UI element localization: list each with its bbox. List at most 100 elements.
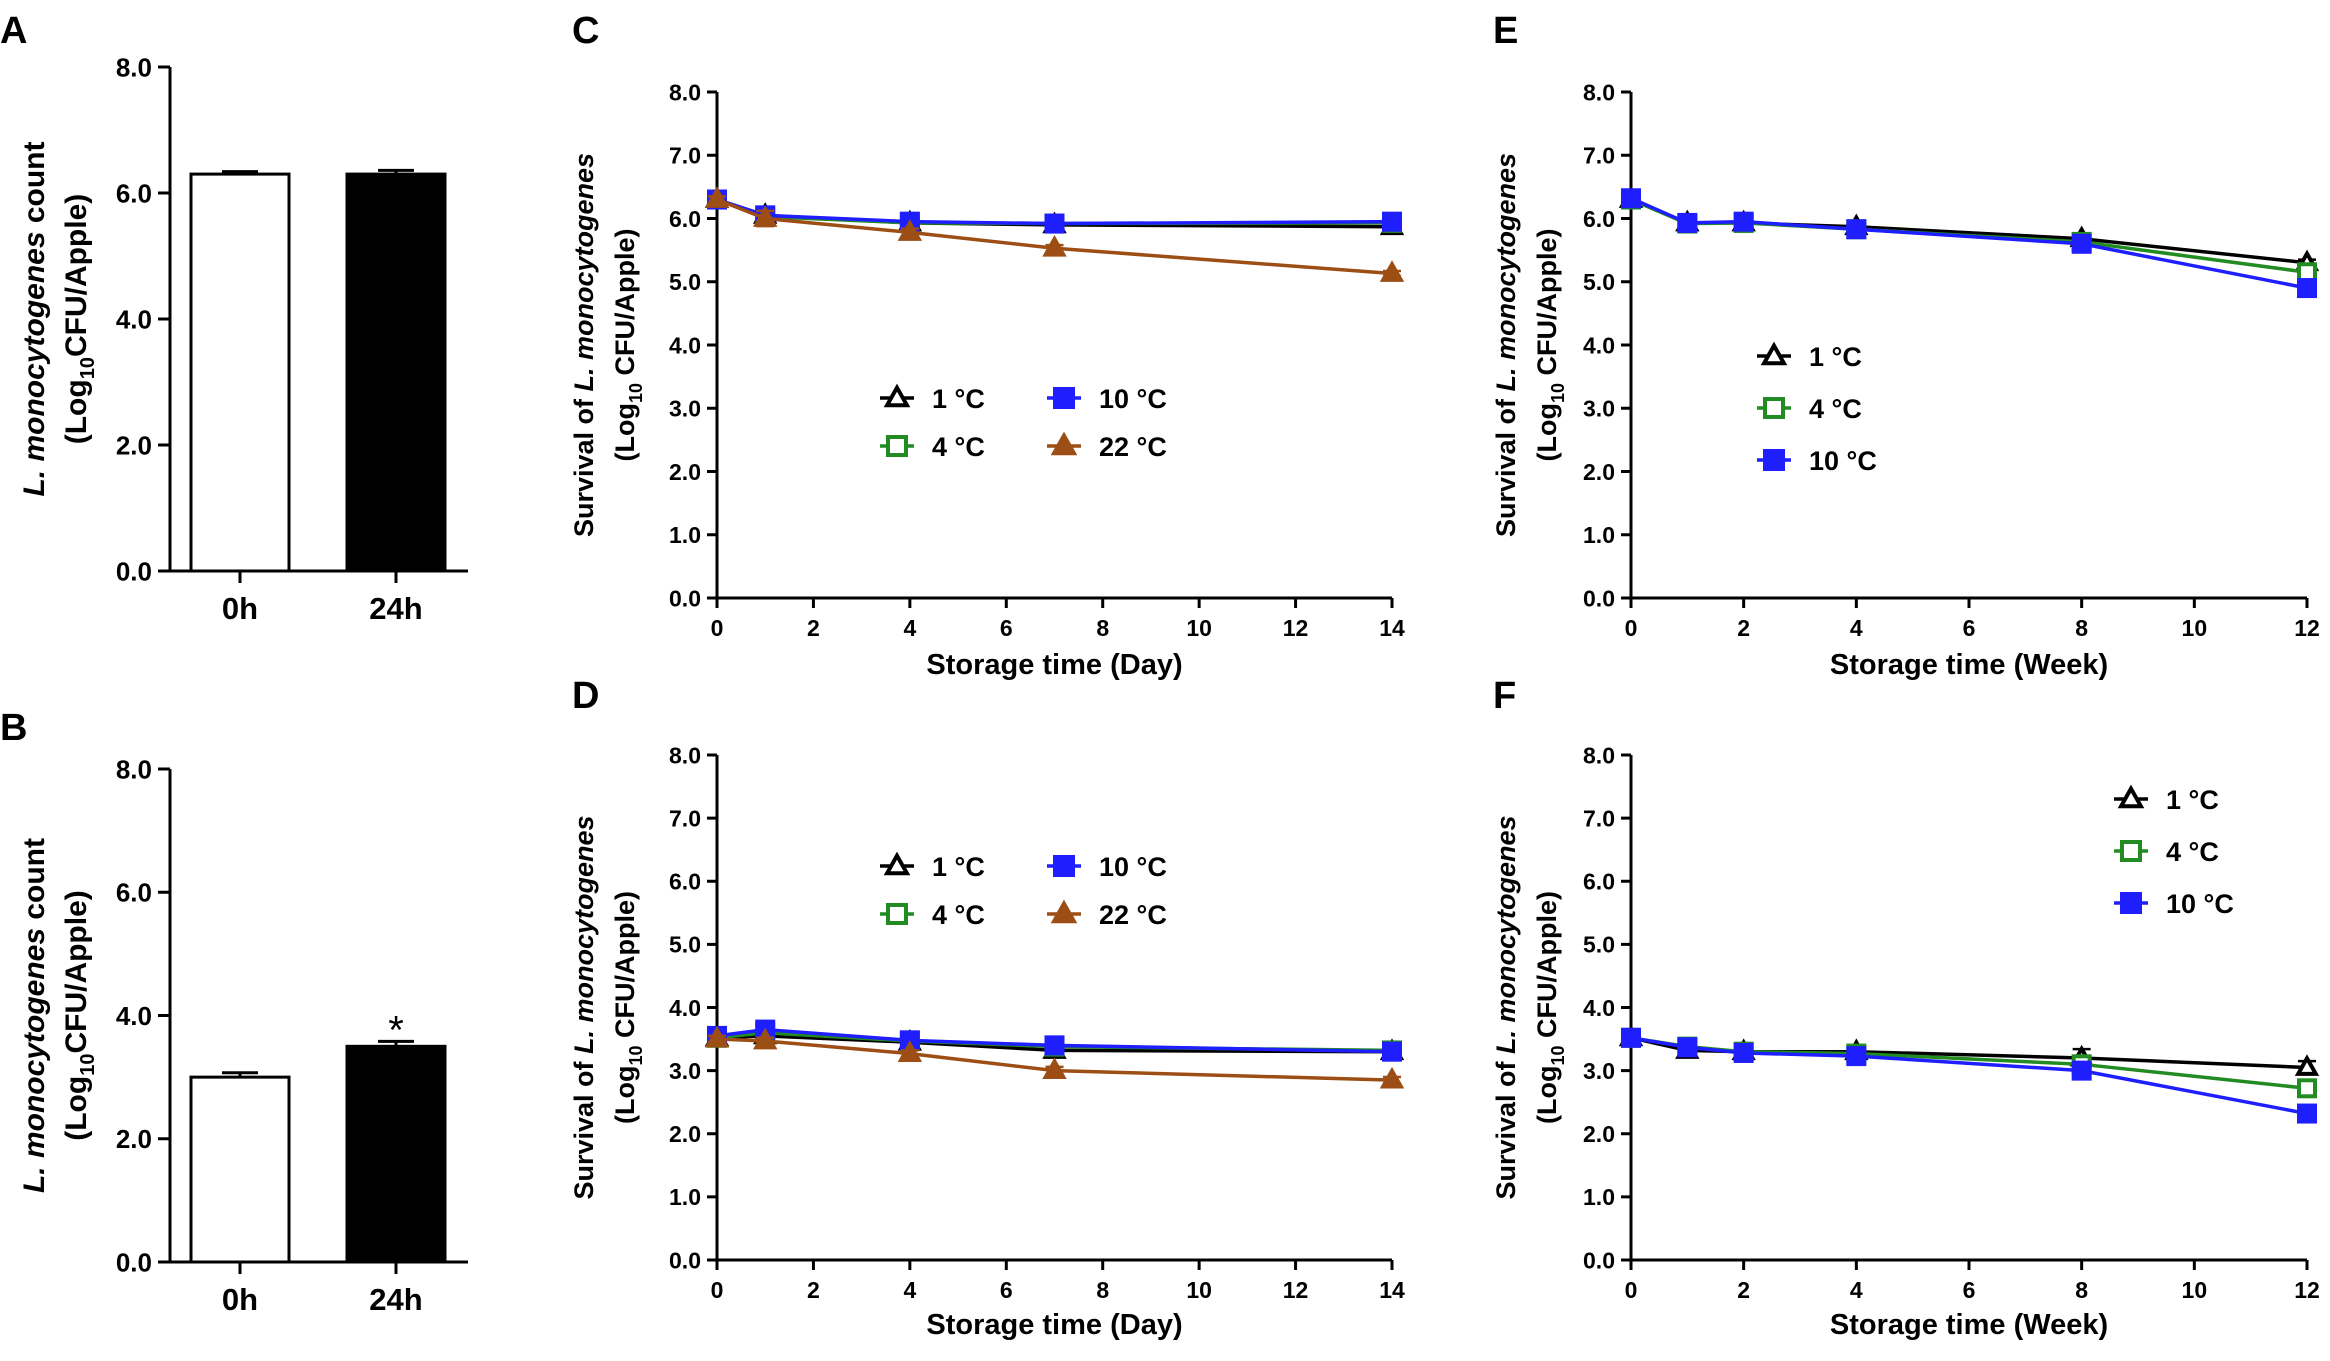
legend-label: 4 °C [1809,394,1862,424]
x-tick-label: 8 [2075,1277,2088,1303]
significance-asterisk: * [388,1008,404,1052]
data-point [2294,1054,2320,1076]
y-tick-label: 5.0 [1583,932,1615,958]
panel-letter: A [0,10,27,52]
y-tick-label: 6.0 [116,878,152,908]
y-axis-title-prefix: Survival of [569,391,599,537]
y-axis-title-line2: (Log10CFU/Apple) [60,890,99,1141]
y-axis-title-ylabel-line2-pre: (Log [610,1066,640,1124]
legend-marker [2120,840,2142,862]
y-tick-label: 1.0 [1583,1184,1615,1210]
y-tick-label: 8.0 [116,754,152,784]
legend-marker [1760,341,1788,366]
legend-marker [886,903,908,925]
data-point [1379,260,1405,282]
legend-item: 10 °C [1757,446,1877,476]
legend: 1 °C 4 °C 10 °C 22 °C [880,851,1167,930]
legend-marker [2117,784,2145,809]
data-point [897,1040,923,1062]
x-tick-label: 6 [1000,1277,1013,1303]
y-axis-title-line2: (Log10 CFU/Apple) [610,228,646,461]
data-point [1677,1037,1698,1058]
x-tick-label: 2 [807,1277,820,1303]
x-axis-title: Storage time (Week) [1830,649,2108,681]
y-axis-title-line2: (Log10 CFU/Apple) [1532,228,1568,461]
y-tick-label: 4.0 [1583,332,1615,358]
legend-label: 4 °C [2166,837,2219,867]
data-point [2071,233,2092,254]
legend: 1 °C 4 °C 10 °C [1757,341,1877,476]
y-axis-title-ylabel-line2-sub: 10 [77,1054,99,1076]
data-point [704,186,730,208]
legend-item: 4 °C [1757,394,1862,424]
legend-label: 10 °C [1099,384,1167,414]
x-tick-label: 2 [1737,1277,1750,1303]
y-tick-label: 7.0 [1583,805,1615,831]
y-tick-label: 8.0 [1583,742,1615,768]
legend-item: 10 °C [2114,889,2234,919]
data-point [1846,219,1867,240]
legend-marker [1763,449,1785,471]
y-tick-label: 2.0 [669,1121,701,1147]
series-10c [1621,188,2317,299]
data-point [1382,1041,1402,1062]
y-tick-label: 6.0 [116,178,152,208]
series-22c [704,1025,1405,1089]
legend: 1 °C 4 °C 10 °C [2114,784,2234,919]
legend-label: 4 °C [932,900,985,930]
legend-item: 10 °C [1047,852,1167,882]
legend-marker [1050,899,1078,924]
y-tick-label: 8.0 [669,79,701,105]
y-tick-label: 4.0 [1583,995,1615,1021]
y-tick-label: 2.0 [116,430,152,460]
y-tick-label: 7.0 [1583,143,1615,169]
legend-item: 22 °C [1047,899,1167,930]
y-axis-title-ylabel-line2-pre: (Log [60,379,93,444]
data-point [1042,1057,1067,1080]
y-axis-title-line2: (Log10 CFU/Apple) [610,891,646,1124]
y-axis-title-ylabel-line2-post: CFU/Apple) [60,890,93,1053]
legend-item: 4 °C [880,900,985,930]
y-tick-label: 2.0 [669,459,701,485]
x-tick-label: 0 [1625,1277,1638,1303]
x-tick-label: 12 [2294,615,2320,641]
y-tick-label: 0.0 [1583,585,1615,611]
legend-label: 10 °C [1099,852,1167,882]
y-tick-label: 4.0 [116,304,152,334]
y-tick-label: 2.0 [116,1124,152,1154]
y-tick-label: 0.0 [669,1247,701,1273]
y-axis-title-ylabel-line2-post: CFU/Apple) [610,228,640,383]
y-axis-title-ylabel-line2-pre: (Log [1532,1066,1562,1124]
legend-item: 1 °C [2114,784,2219,815]
data-point [1621,188,1641,209]
y-tick-label: 6.0 [669,206,701,232]
x-tick-label: 4 [903,1277,916,1303]
data-point [1382,211,1402,232]
x-tick-label: 0 [711,615,724,641]
x-tick-label: 6 [1000,615,1013,641]
y-axis-title-organism: L. monocytogenes [18,928,51,1193]
y-tick-label: 8.0 [116,52,152,82]
y-axis-title-line1: Survival of L. monocytogenes [569,815,599,1199]
x-tick-label: 0 [1625,615,1638,641]
y-tick-label: 2.0 [1583,1121,1615,1147]
x-tick-label: 2 [807,615,820,641]
legend-marker [886,435,908,457]
bar-0h [189,1075,291,1264]
y-tick-label: 0.0 [669,585,701,611]
x-tick-label: 24h [369,1282,422,1317]
data-point [897,219,923,241]
data-point [2071,1060,2092,1081]
legend-marker [883,851,911,876]
y-tick-label: 6.0 [1583,206,1615,232]
y-axis-title-ylabel-line2-post: CFU/Apple) [1532,891,1562,1046]
x-tick-label: 8 [1096,1277,1109,1303]
legend-marker [2120,892,2142,914]
data-point [1379,1066,1405,1089]
x-tick-label: 4 [1850,615,1863,641]
panel-letter: B [0,707,27,749]
x-tick-label: 6 [1963,1277,1976,1303]
